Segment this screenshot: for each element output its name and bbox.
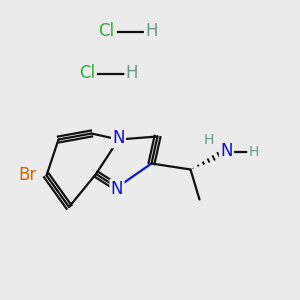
Text: H: H bbox=[126, 64, 138, 82]
Text: H: H bbox=[203, 133, 214, 146]
Text: Cl: Cl bbox=[79, 64, 95, 82]
Text: N: N bbox=[220, 142, 233, 160]
Text: N: N bbox=[112, 129, 125, 147]
Text: H: H bbox=[145, 22, 158, 40]
Text: N: N bbox=[111, 180, 123, 198]
Text: Cl: Cl bbox=[98, 22, 115, 40]
Text: Br: Br bbox=[18, 167, 36, 184]
Text: H: H bbox=[248, 145, 259, 158]
